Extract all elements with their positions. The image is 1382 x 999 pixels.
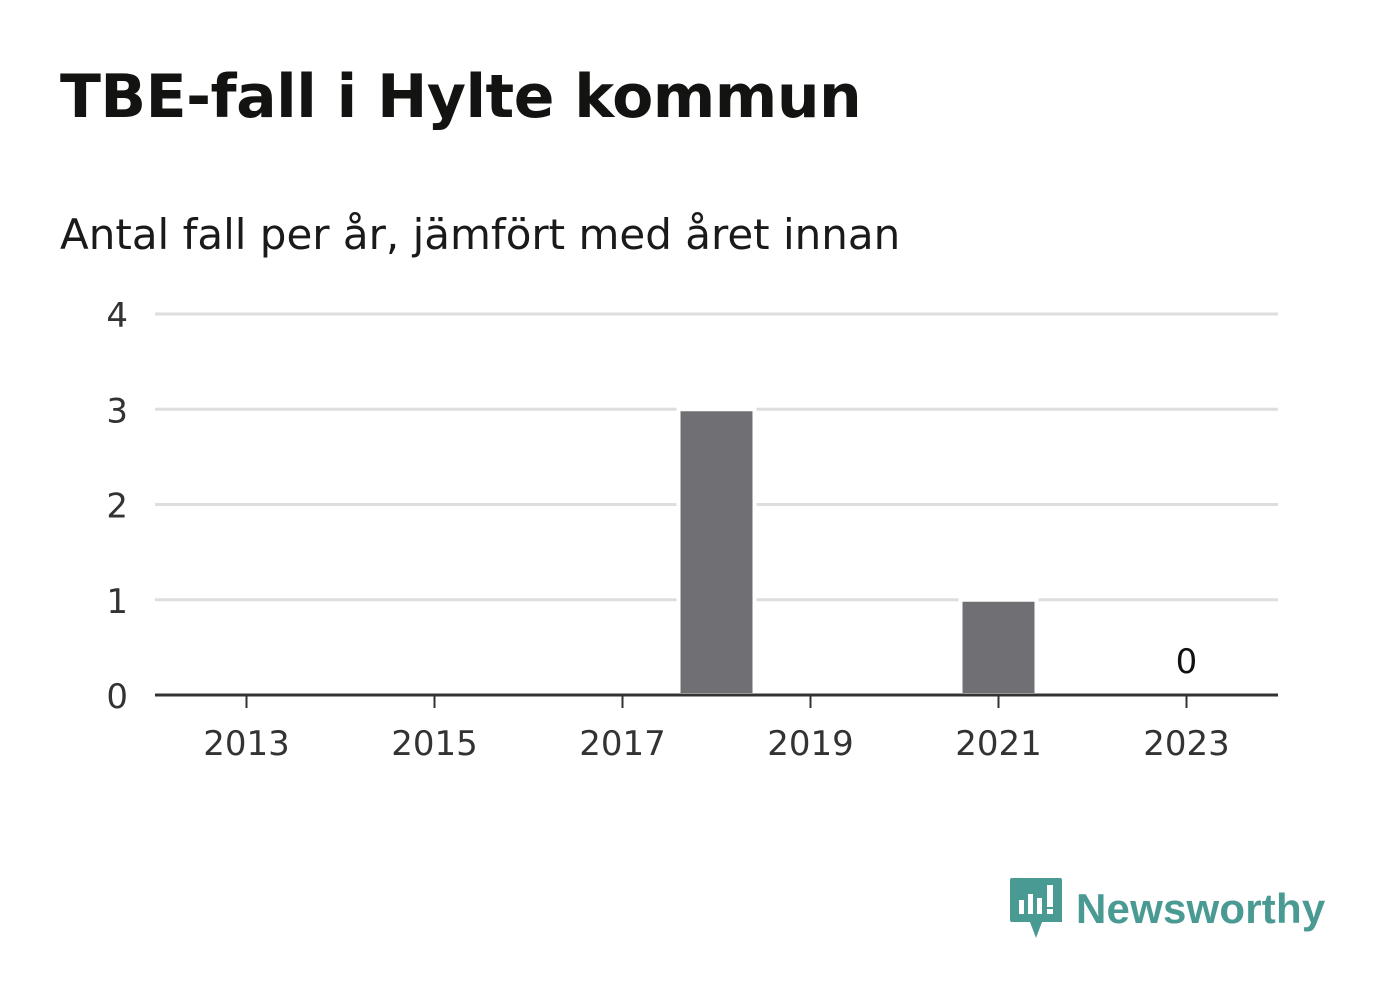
labels: 0 1 2 3 4 2013 2015 2017 2019 2021 2023 0 [106,296,1229,764]
x-tick-label: 2019 [767,724,854,764]
newsworthy-logo-icon [1010,878,1062,938]
bar [958,597,1039,697]
y-tick-label: 2 [106,487,128,527]
x-tick-label: 2013 [203,724,290,764]
data-label: 0 [1176,642,1198,682]
brand-name: Newsworthy [1076,885,1326,932]
x-tick-label: 2017 [579,724,666,764]
axes [155,693,1278,708]
x-tick-label: 2021 [955,724,1042,764]
x-tick-label: 2023 [1143,724,1230,764]
bar [676,407,757,697]
y-tick-label: 1 [106,582,128,622]
x-tick-label: 2015 [391,724,478,764]
chart-subtitle: Antal fall per år, jämfört med året inna… [60,210,901,259]
y-tick-label: 4 [106,296,128,336]
brand-logo: Newsworthy [1010,878,1325,940]
y-tick-label: 0 [106,677,128,717]
bars [676,407,1039,697]
chart-title: TBE-fall i Hylte kommun [60,62,862,132]
y-tick-label: 3 [106,391,128,431]
